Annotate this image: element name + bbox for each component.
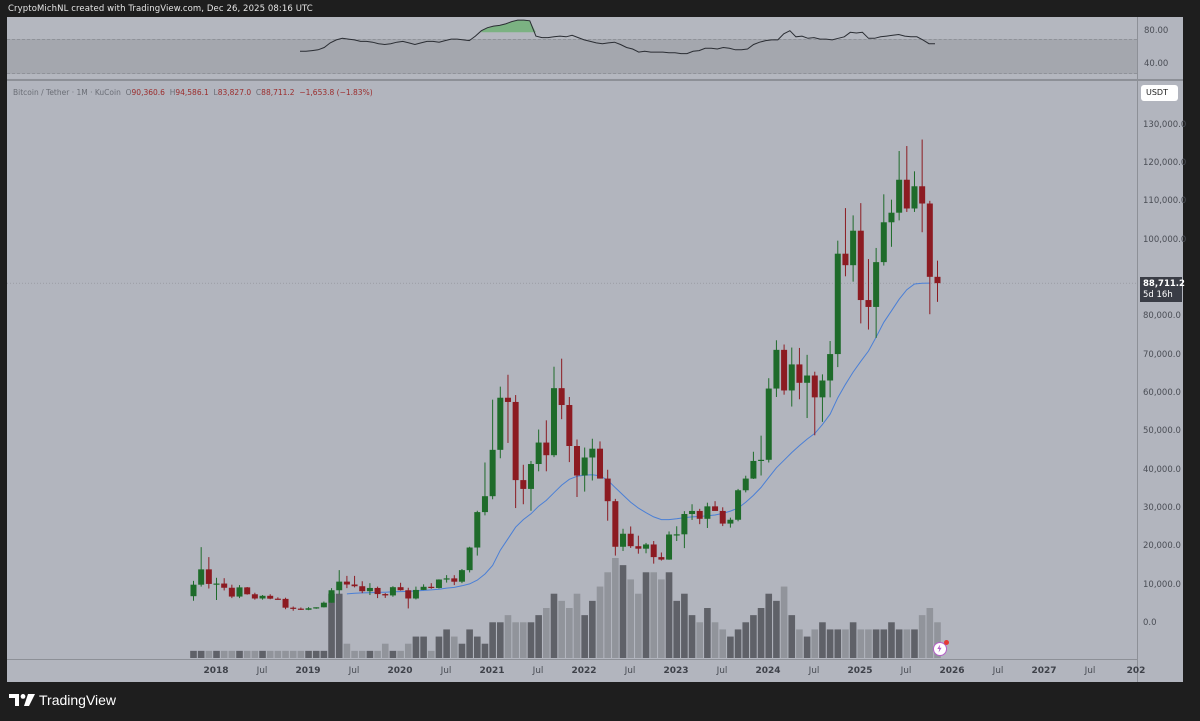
price-label: 30,000.0 [1143,503,1181,513]
time-label: Jul [716,666,728,676]
time-label: Jul [900,666,912,676]
price-label: 110,000.0 [1143,196,1187,206]
legend-close: 88,711.2 [261,88,295,97]
time-label: 2021 [479,666,505,676]
time-label: 2027 [1031,666,1057,676]
time-label: 2022 [571,666,597,676]
currency-button[interactable]: USDT [1141,85,1178,101]
tradingview-logo-icon [9,694,35,706]
tradingview-logo[interactable]: TradingView [9,692,116,708]
legend-high: 94,586.1 [175,88,209,97]
legend-low: 83,827.0 [217,88,252,97]
time-label: Jul [808,666,820,676]
time-label: Jul [624,666,636,676]
time-label: Jul [440,666,452,676]
time-label: Jul [1084,666,1096,676]
time-label: Jul [348,666,360,676]
rsi-axis-label-40: 40.00 [1144,59,1169,69]
price-label: 50,000.0 [1143,426,1181,436]
price-label: 10,000.0 [1143,580,1181,590]
time-label: 2025 [847,666,873,676]
price-label: 20,000.0 [1143,541,1181,551]
main-price-pane[interactable] [7,81,1137,659]
price-axis[interactable]: 80.00 40.00 130,000.0 120,000.0 110,000.… [1137,17,1187,682]
price-label: 40,000.0 [1143,465,1181,475]
legend-symbol: Bitcoin / Tether · 1M · KuCoin [13,88,121,97]
chart-caption: CryptoMichNL created with TradingView.co… [8,4,313,14]
price-label: 120,000.0 [1143,158,1187,168]
time-label: Jul [256,666,268,676]
time-label: 202 [1126,666,1146,676]
time-label: Jul [532,666,544,676]
tradingview-brand: TradingView [39,692,117,708]
rsi-pane[interactable] [7,17,1137,78]
time-label: 2026 [939,666,965,676]
last-price-tag: 88,711.2 5d 16h [1140,277,1185,302]
time-label: 2019 [295,666,321,676]
price-label: 0.0 [1143,618,1157,628]
time-label: 2018 [203,666,229,676]
last-price-value: 88,711.2 [1143,279,1185,289]
time-label: 2020 [387,666,413,676]
pane-separator[interactable] [7,79,1183,81]
legend-change: −1,653.8 (−1.83%) [299,88,373,97]
time-label: 2024 [755,666,781,676]
rsi-band [7,39,1137,74]
time-label: 2023 [663,666,689,676]
price-label: 100,000.0 [1143,235,1187,245]
symbol-legend[interactable]: Bitcoin / Tether · 1M · KuCoin O90,360.6… [13,88,373,97]
price-label: 70,000.0 [1143,350,1181,360]
legend-open: 90,360.6 [131,88,165,97]
price-label: 80,000.0 [1143,311,1181,321]
candle-countdown: 5d 16h [1143,290,1173,300]
price-label: 130,000.0 [1143,120,1187,130]
time-axis[interactable]: 2018 Jul 2019 Jul 2020 Jul 2021 Jul 2022 Jul 2023 J… [7,659,1145,683]
lightning-event-icon[interactable] [933,640,949,656]
time-label: Jul [992,666,1004,676]
rsi-axis-label-80: 80.00 [1144,26,1169,36]
price-label: 60,000.0 [1143,388,1181,398]
